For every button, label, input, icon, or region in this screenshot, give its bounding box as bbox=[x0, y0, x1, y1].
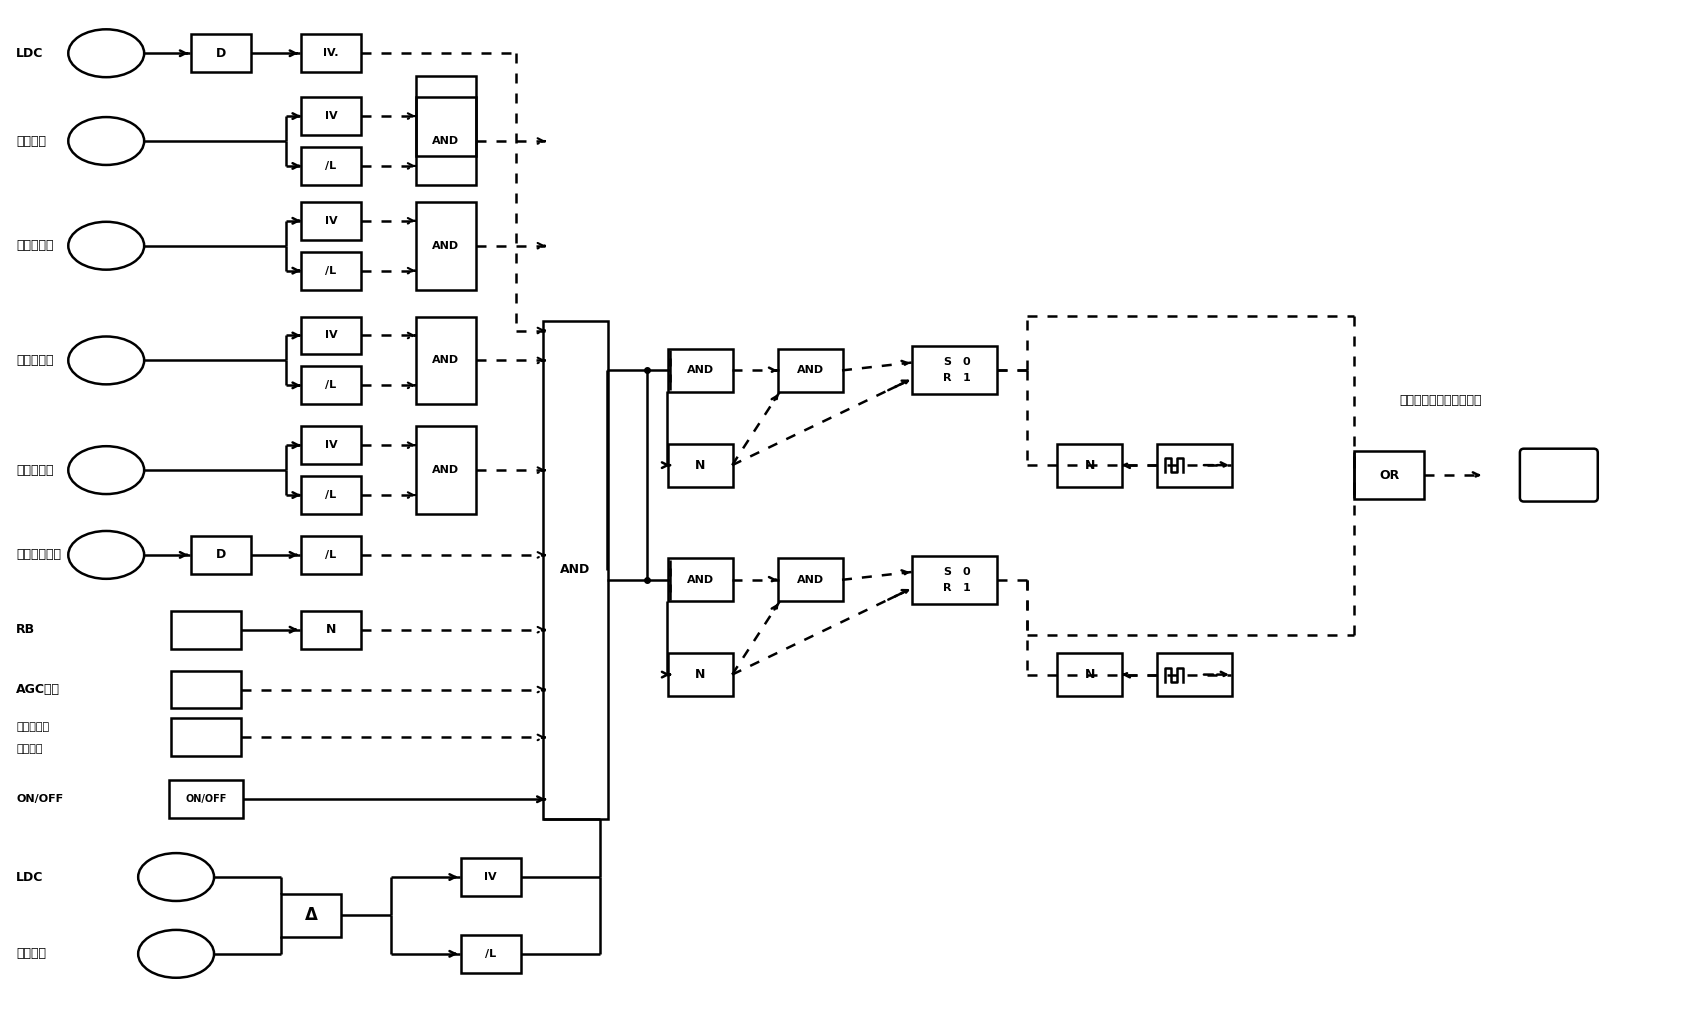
Text: LDC: LDC bbox=[17, 870, 44, 884]
Text: OR: OR bbox=[1380, 468, 1400, 482]
Text: N: N bbox=[695, 668, 705, 681]
Bar bbox=[415, 97, 476, 184]
Text: AND: AND bbox=[797, 575, 824, 585]
Bar bbox=[668, 443, 732, 487]
Text: 凝结水节流条件满足信号: 凝结水节流条件满足信号 bbox=[1398, 394, 1481, 407]
Bar bbox=[778, 558, 842, 601]
Text: ON/OFF: ON/OFF bbox=[185, 795, 227, 804]
Text: AND: AND bbox=[432, 355, 459, 366]
Text: 实发功率: 实发功率 bbox=[17, 947, 46, 960]
Bar bbox=[302, 477, 361, 514]
Text: /L: /L bbox=[485, 949, 497, 959]
Bar bbox=[302, 202, 361, 239]
Text: RB: RB bbox=[17, 624, 36, 636]
Bar bbox=[668, 349, 732, 392]
Text: /L: /L bbox=[325, 161, 336, 171]
Text: /L: /L bbox=[325, 265, 336, 276]
Bar bbox=[171, 611, 241, 649]
Bar bbox=[668, 558, 732, 601]
Bar bbox=[1058, 443, 1122, 487]
Bar bbox=[302, 611, 361, 649]
Text: 凝结水流量: 凝结水流量 bbox=[17, 464, 54, 477]
Text: R: R bbox=[942, 583, 951, 593]
Text: D: D bbox=[215, 548, 225, 562]
Text: AND: AND bbox=[432, 465, 459, 476]
Text: S: S bbox=[942, 567, 951, 577]
Bar bbox=[302, 252, 361, 290]
Text: AND: AND bbox=[686, 575, 714, 585]
Text: 运行的机台数: 运行的机台数 bbox=[17, 548, 61, 562]
Text: IV.: IV. bbox=[324, 49, 339, 58]
Text: 1: 1 bbox=[963, 583, 971, 593]
Text: 除氧器水位: 除氧器水位 bbox=[17, 722, 49, 732]
Bar bbox=[1158, 653, 1232, 696]
Bar bbox=[461, 858, 520, 896]
Bar bbox=[168, 780, 244, 818]
Bar bbox=[302, 367, 361, 404]
Bar bbox=[912, 346, 997, 395]
Text: LDC: LDC bbox=[17, 47, 44, 60]
Bar bbox=[912, 556, 997, 604]
Bar bbox=[171, 670, 241, 709]
Text: Δ: Δ bbox=[305, 906, 317, 924]
Bar bbox=[542, 320, 609, 819]
Text: /L: /L bbox=[325, 380, 336, 391]
Bar bbox=[281, 894, 341, 937]
Text: IV: IV bbox=[324, 111, 337, 121]
Bar bbox=[415, 202, 476, 290]
Bar bbox=[668, 653, 732, 696]
Text: 实发功率: 实发功率 bbox=[17, 135, 46, 147]
Text: IV: IV bbox=[324, 440, 337, 451]
Bar bbox=[1354, 452, 1424, 499]
Bar bbox=[415, 76, 476, 156]
Text: 0: 0 bbox=[963, 567, 971, 577]
Bar bbox=[302, 97, 361, 135]
Text: N: N bbox=[1085, 668, 1095, 681]
Text: N: N bbox=[325, 624, 336, 636]
Text: D: D bbox=[215, 47, 225, 60]
Bar bbox=[302, 426, 361, 464]
Text: /L: /L bbox=[325, 550, 336, 559]
Bar bbox=[302, 317, 361, 354]
Text: AND: AND bbox=[797, 366, 824, 375]
Text: 控制自动: 控制自动 bbox=[17, 745, 42, 754]
Text: 0: 0 bbox=[963, 357, 971, 368]
Bar bbox=[192, 536, 251, 574]
Bar bbox=[171, 718, 241, 756]
Bar bbox=[1058, 653, 1122, 696]
Text: /L: /L bbox=[325, 490, 336, 500]
Bar bbox=[415, 317, 476, 404]
Text: IV: IV bbox=[485, 872, 497, 882]
Text: AGC方式: AGC方式 bbox=[17, 683, 61, 696]
Text: R: R bbox=[942, 373, 951, 383]
Bar bbox=[415, 426, 476, 514]
Bar bbox=[778, 349, 842, 392]
Bar bbox=[302, 536, 361, 574]
Text: N: N bbox=[695, 459, 705, 471]
Bar bbox=[302, 34, 361, 73]
Bar bbox=[302, 147, 361, 184]
Bar bbox=[192, 34, 251, 73]
Text: IV: IV bbox=[324, 330, 337, 341]
Bar bbox=[1158, 443, 1232, 487]
Text: 除氧器水位: 除氧器水位 bbox=[17, 239, 54, 252]
Text: AND: AND bbox=[686, 366, 714, 375]
Text: 1: 1 bbox=[963, 373, 971, 383]
Text: AND: AND bbox=[432, 136, 459, 146]
Text: N: N bbox=[1085, 459, 1095, 471]
Text: ON/OFF: ON/OFF bbox=[17, 795, 63, 804]
Bar bbox=[461, 934, 520, 973]
Text: IV: IV bbox=[324, 215, 337, 226]
Text: AND: AND bbox=[432, 240, 459, 251]
Text: S: S bbox=[942, 357, 951, 368]
Text: 除氧器压力: 除氧器压力 bbox=[17, 354, 54, 367]
Text: AND: AND bbox=[561, 564, 590, 576]
